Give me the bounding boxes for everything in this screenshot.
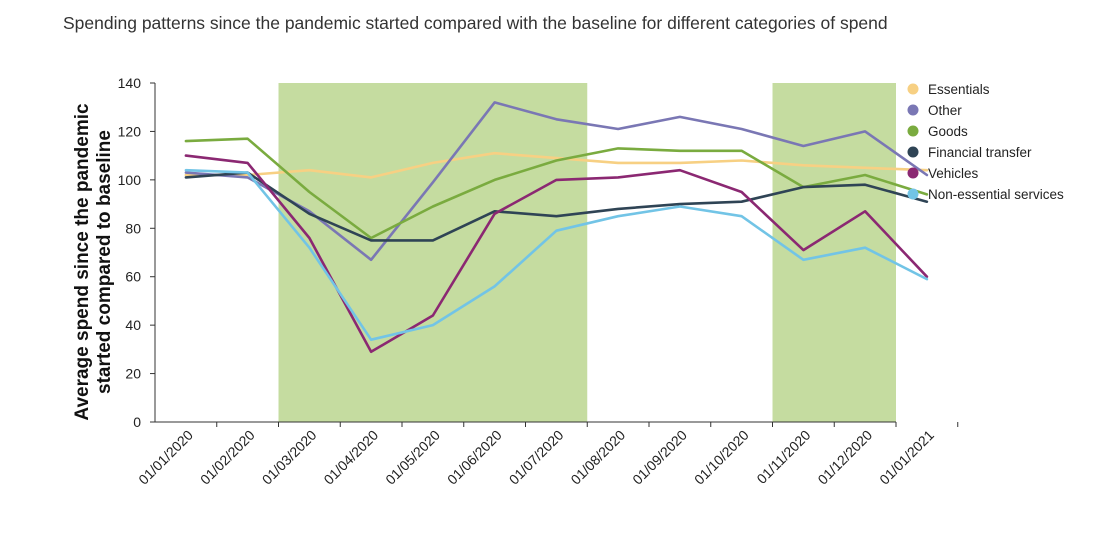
x-tick-label: 01/01/2020 <box>135 427 196 488</box>
series-line-vehicles <box>184 154 929 354</box>
y-tick-label: 100 <box>118 172 142 188</box>
y-tick-label: 80 <box>125 220 141 236</box>
chart-title: Spending patterns since the pandemic sta… <box>63 13 888 33</box>
x-tick-label: 01/01/2021 <box>876 427 937 488</box>
legend-label-vehicles: Vehicles <box>928 166 979 181</box>
series-line-non-essential-services <box>184 168 929 342</box>
x-tick-label: 01/08/2020 <box>567 427 628 488</box>
y-tick-label: 0 <box>133 414 141 430</box>
series-line-other <box>184 101 929 262</box>
series-line-financial-transfer <box>184 171 929 242</box>
x-tick-labels: 01/01/2020 01/02/2020 01/03/2020 01/04/2020… <box>135 422 959 488</box>
legend-marker-financial-transfer <box>907 146 919 158</box>
legend-label-other: Other <box>928 103 962 118</box>
y-axis-title-line-2: started compared to baseline <box>94 130 115 394</box>
x-tick-label: 01/06/2020 <box>444 427 505 488</box>
x-tick-label: 01/03/2020 <box>259 427 320 488</box>
legend-label-essentials: Essentials <box>928 82 990 97</box>
shaded-period-1 <box>278 83 588 422</box>
x-tick-label: 01/07/2020 <box>506 427 567 488</box>
y-tick-label: 60 <box>125 269 141 285</box>
x-tick-label: 01/12/2020 <box>814 427 875 488</box>
y-tick-label: 140 <box>118 75 142 91</box>
legend-marker-non-essential-services <box>907 188 919 200</box>
legend: Essentials Other Goods Financial transfer Ve… <box>907 82 1064 202</box>
x-tick-label: 01/11/2020 <box>753 427 813 487</box>
legend-label-financial-transfer: Financial transfer <box>928 145 1032 160</box>
y-tick-label: 120 <box>118 123 142 139</box>
x-tick-label: 01/10/2020 <box>691 427 752 488</box>
series-lines <box>184 101 929 354</box>
x-tick-label: 01/05/2020 <box>382 427 443 488</box>
y-tick-label: 40 <box>125 317 141 333</box>
x-tick-label: 01/02/2020 <box>197 427 258 488</box>
series-line-essentials <box>184 151 929 179</box>
legend-marker-other <box>907 104 919 116</box>
legend-label-non-essential-services: Non-essential services <box>928 187 1064 202</box>
y-axis-title-line-1: Average spend since the pandemic <box>72 103 93 421</box>
x-tick-label: 01/04/2020 <box>320 427 381 488</box>
legend-marker-essentials <box>907 83 919 95</box>
y-tick-label: 20 <box>125 366 141 382</box>
legend-marker-goods <box>907 125 919 137</box>
y-axis-title: Average spend since the pandemic started… <box>72 103 115 421</box>
legend-label-goods: Goods <box>928 124 968 139</box>
x-tick-label: 01/09/2020 <box>629 427 690 488</box>
shaded-periods <box>278 83 896 422</box>
y-tick-labels: 0 20 40 60 80 100 120 140 <box>118 75 155 430</box>
legend-marker-vehicles <box>907 167 919 179</box>
